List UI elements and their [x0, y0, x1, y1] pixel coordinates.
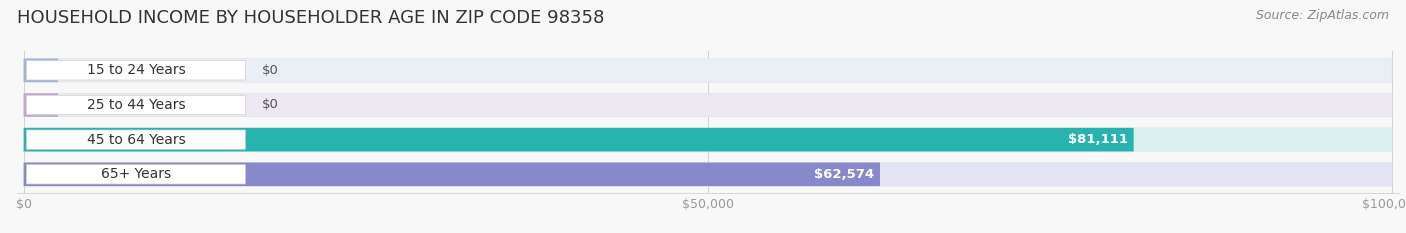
FancyBboxPatch shape — [27, 165, 246, 184]
FancyBboxPatch shape — [24, 58, 58, 82]
FancyBboxPatch shape — [27, 61, 246, 80]
Text: $81,111: $81,111 — [1069, 133, 1128, 146]
Text: 25 to 44 Years: 25 to 44 Years — [87, 98, 186, 112]
Text: 15 to 24 Years: 15 to 24 Years — [87, 63, 186, 77]
FancyBboxPatch shape — [24, 128, 1392, 151]
FancyBboxPatch shape — [24, 58, 1392, 82]
Text: $0: $0 — [262, 64, 278, 77]
Text: $0: $0 — [262, 99, 278, 112]
FancyBboxPatch shape — [24, 93, 58, 117]
FancyBboxPatch shape — [24, 93, 1392, 117]
FancyBboxPatch shape — [27, 95, 246, 115]
FancyBboxPatch shape — [24, 163, 880, 186]
Text: HOUSEHOLD INCOME BY HOUSEHOLDER AGE IN ZIP CODE 98358: HOUSEHOLD INCOME BY HOUSEHOLDER AGE IN Z… — [17, 9, 605, 27]
FancyBboxPatch shape — [24, 163, 1392, 186]
FancyBboxPatch shape — [27, 130, 246, 149]
Text: $62,574: $62,574 — [814, 168, 875, 181]
Text: 45 to 64 Years: 45 to 64 Years — [87, 133, 186, 147]
Text: Source: ZipAtlas.com: Source: ZipAtlas.com — [1256, 9, 1389, 22]
Text: 65+ Years: 65+ Years — [101, 167, 172, 181]
FancyBboxPatch shape — [24, 128, 1133, 151]
